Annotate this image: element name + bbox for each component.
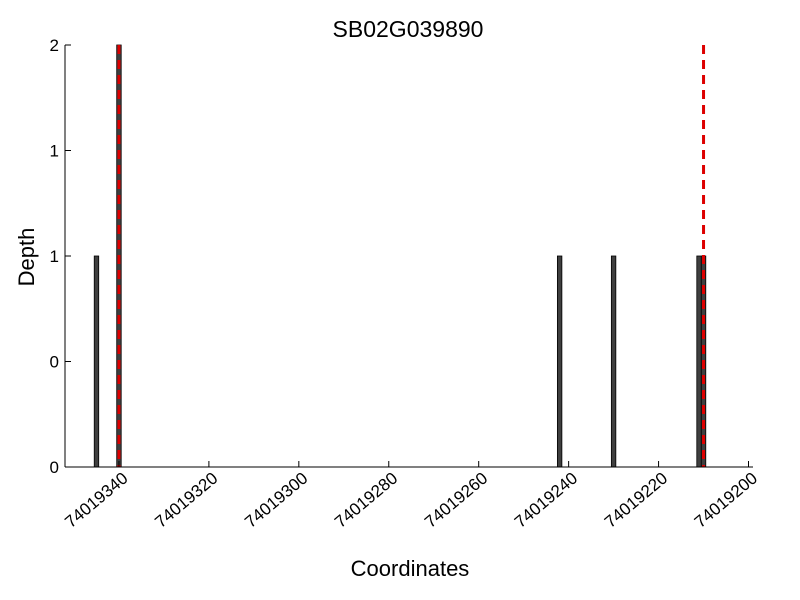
x-tick-label-0: 74019340 [61,469,131,532]
bar-2 [556,255,563,468]
x-tick-label-3: 74019280 [331,469,401,532]
x-tick-label-1: 74019320 [151,469,221,532]
bar-4 [696,255,702,468]
x-tick-label-4: 74019260 [421,469,491,532]
x-axis-label: Coordinates [351,556,470,581]
x-tick-label-7: 74019200 [691,469,761,532]
chart-title: SB02G039890 [333,16,484,42]
y-tick-label-2: 1 [50,247,59,266]
x-tick-label-6: 74019220 [601,469,671,532]
bars-layer [93,44,707,468]
y-tick-label-1: 0 [50,353,59,372]
x-tick-label-5: 74019240 [511,469,581,532]
axes: 0 0 1 1 2 74019340 74019320 74019300 74019280 740… [50,36,762,532]
bar-3 [610,255,617,468]
bar-0 [93,255,100,468]
y-tick-label-3: 1 [50,142,59,161]
reference-lines [117,45,706,467]
x-tick-label-2: 74019300 [241,469,311,532]
y-tick-label-4: 2 [50,36,59,55]
y-axis-label: Depth [14,228,39,287]
y-tick-label-0: 0 [50,458,59,477]
